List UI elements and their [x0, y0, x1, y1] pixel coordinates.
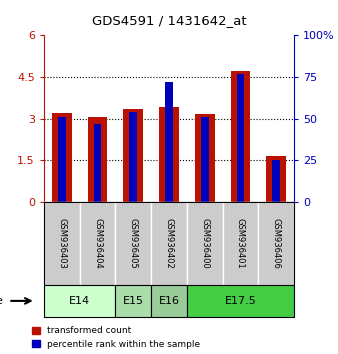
Text: age: age — [0, 296, 3, 306]
Bar — [201, 117, 209, 202]
Bar — [94, 124, 101, 202]
Bar — [58, 117, 66, 202]
Bar — [44, 285, 115, 317]
Text: E15: E15 — [123, 296, 144, 306]
Text: GSM936404: GSM936404 — [93, 218, 102, 269]
Text: E17.5: E17.5 — [224, 296, 256, 306]
Bar — [195, 114, 215, 202]
Bar — [237, 74, 244, 202]
Bar — [187, 202, 223, 285]
Bar — [272, 160, 280, 202]
Bar — [123, 109, 143, 202]
Bar — [151, 285, 187, 317]
Bar — [115, 285, 151, 317]
Bar — [88, 117, 107, 202]
Text: GSM936401: GSM936401 — [236, 218, 245, 269]
Bar — [159, 108, 179, 202]
Text: GSM936405: GSM936405 — [129, 218, 138, 269]
Text: GDS4591 / 1431642_at: GDS4591 / 1431642_at — [92, 13, 246, 27]
Bar — [151, 202, 187, 285]
Bar — [129, 112, 137, 202]
Bar — [187, 285, 294, 317]
Bar — [165, 82, 173, 202]
Text: GSM936400: GSM936400 — [200, 218, 209, 269]
Bar — [115, 202, 151, 285]
Bar — [266, 156, 286, 202]
Legend: transformed count, percentile rank within the sample: transformed count, percentile rank withi… — [31, 326, 200, 349]
Text: E14: E14 — [69, 296, 90, 306]
Text: GSM936406: GSM936406 — [272, 218, 281, 269]
Bar — [52, 113, 72, 202]
Bar — [223, 202, 258, 285]
Bar — [231, 72, 250, 202]
Text: GSM936403: GSM936403 — [57, 218, 66, 269]
Text: GSM936402: GSM936402 — [165, 218, 173, 269]
Bar — [80, 202, 115, 285]
Bar — [44, 202, 80, 285]
Bar — [258, 202, 294, 285]
Text: E16: E16 — [159, 296, 179, 306]
